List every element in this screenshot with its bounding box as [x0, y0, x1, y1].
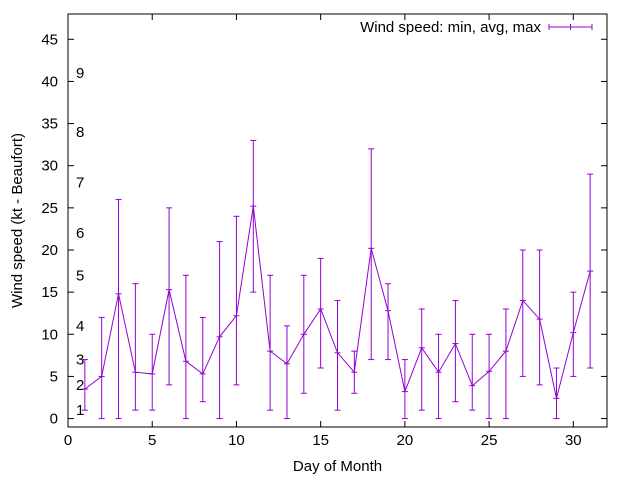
y-tick-label: 40 [41, 73, 58, 90]
x-axis-title: Day of Month [293, 458, 382, 475]
error-bar [267, 274, 274, 411]
error-bar [216, 241, 223, 420]
x-tick-label: 25 [481, 432, 498, 449]
error-bar [519, 249, 526, 377]
y-axis-title: Wind speed (kt - Beaufort) [9, 133, 26, 308]
plot-frame [67, 13, 608, 428]
error-bar [98, 316, 105, 420]
beaufort-labels: 1 2 3 4 5 6 7 8 9 [76, 65, 84, 419]
error-bar [553, 367, 560, 420]
error-bar [199, 316, 206, 403]
y-tick-label: 30 [41, 158, 58, 175]
y-tick-label: 10 [41, 326, 58, 343]
error-bar [385, 283, 392, 361]
beaufort-label: 4 [76, 318, 84, 335]
legend: Wind speed: min, avg, max [360, 19, 593, 36]
error-bar [486, 333, 493, 420]
x-tick-label: 30 [565, 432, 582, 449]
plot-border [67, 13, 608, 428]
y-tick-label: 45 [41, 31, 58, 48]
error-bar [368, 148, 375, 361]
x-tick-label: 15 [312, 432, 329, 449]
error-bar [132, 283, 139, 411]
x-tick-label: 10 [228, 432, 245, 449]
beaufort-label: 6 [76, 225, 84, 242]
beaufort-label: 1 [76, 402, 84, 419]
beaufort-label: 5 [76, 267, 84, 284]
legend-label: Wind speed: min, avg, max [360, 19, 541, 36]
error-bar [502, 308, 509, 420]
error-bar [418, 308, 425, 411]
error-bar [115, 198, 122, 420]
error-bar [283, 325, 290, 420]
error-bar [334, 300, 341, 411]
error-bar [435, 333, 442, 420]
error-bar [250, 139, 257, 293]
x-axis-ticks: 0 5 10 15 20 25 30 [64, 14, 582, 449]
beaufort-label: 8 [76, 124, 84, 141]
error-bar [166, 207, 173, 386]
x-tick-label: 0 [64, 432, 72, 449]
error-bar [182, 274, 189, 420]
error-bar [317, 257, 324, 369]
y-tick-label: 15 [41, 284, 58, 301]
error-bar [536, 249, 543, 386]
y-tick-label: 25 [41, 200, 58, 217]
error-bar [452, 300, 459, 403]
error-bar [233, 215, 240, 386]
y-tick-label: 5 [50, 368, 58, 385]
beaufort-label: 9 [76, 65, 84, 82]
y-tick-label: 35 [41, 116, 58, 133]
y-tick-label: 20 [41, 242, 58, 259]
error-bars [81, 139, 594, 420]
error-bar [469, 333, 476, 411]
y-tick-label: 0 [50, 411, 58, 428]
beaufort-label: 7 [76, 175, 84, 192]
beaufort-label: 2 [76, 377, 84, 394]
x-tick-label: 5 [148, 432, 156, 449]
x-tick-label: 20 [397, 432, 414, 449]
avg-line-group [81, 205, 594, 399]
beaufort-label: 3 [76, 352, 84, 369]
error-bar [81, 359, 88, 411]
